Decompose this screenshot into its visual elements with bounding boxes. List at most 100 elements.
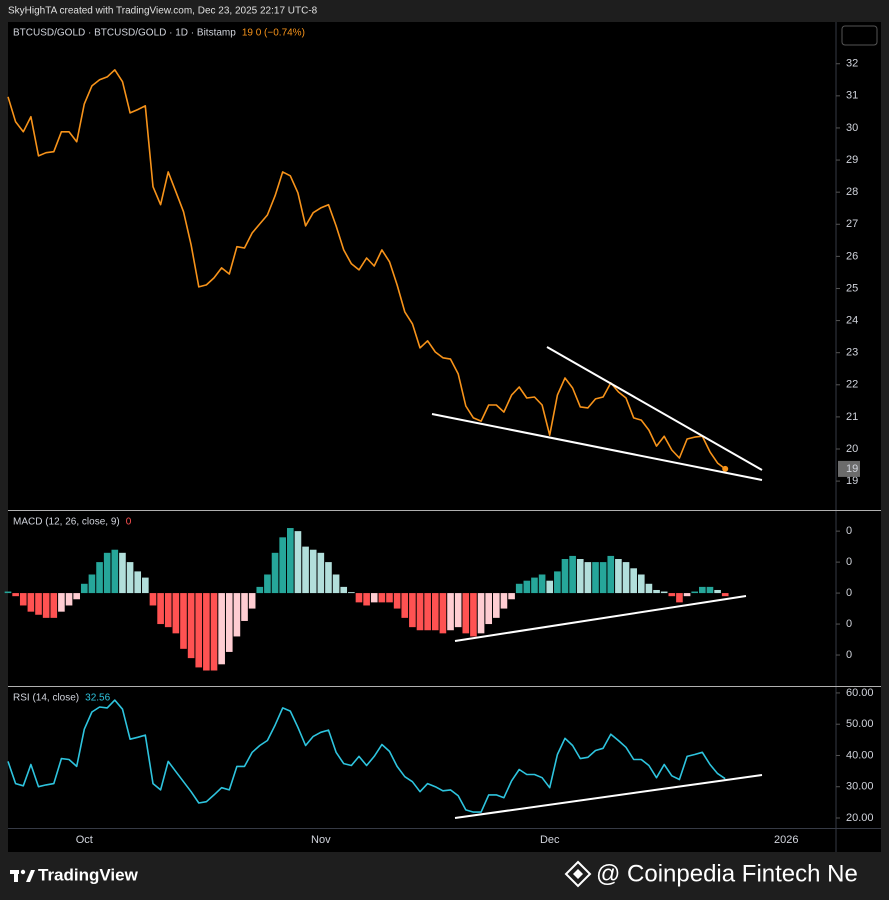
y-tick-label: 19 [846, 475, 858, 487]
icon-part [573, 869, 583, 879]
histogram-bar [691, 591, 699, 594]
histogram-bar [424, 593, 431, 631]
histogram-bar [576, 559, 584, 594]
histogram-bar [569, 555, 576, 594]
histogram-bar [210, 593, 218, 671]
histogram-bar [309, 549, 317, 594]
y-tick-label: 0 [846, 618, 852, 630]
histogram-bar [42, 593, 50, 618]
histogram-bar [668, 593, 676, 597]
histogram-bar [96, 562, 103, 594]
histogram-bar [19, 593, 27, 606]
histogram-bar [592, 562, 599, 594]
settings-box[interactable] [841, 25, 878, 46]
histogram-bar [355, 593, 363, 603]
histogram-bar [416, 593, 424, 631]
histogram-bar [615, 559, 622, 594]
histogram-bar [248, 593, 256, 609]
histogram-bar [12, 593, 19, 597]
histogram-bar [607, 555, 615, 594]
pane-title: MACD (12, 26, close, 9) [13, 517, 120, 528]
trendline [431, 413, 763, 481]
histogram-bar [630, 568, 637, 594]
y-tick-label: 20.00 [846, 812, 874, 824]
histogram-bar [325, 562, 332, 594]
last-point [722, 465, 729, 472]
histogram-bar [645, 583, 653, 594]
histogram-bar [65, 593, 73, 606]
series-line [7, 69, 726, 470]
series-line [7, 699, 726, 813]
tradingview-logo [10, 869, 35, 882]
icon-part [564, 860, 592, 888]
histogram-bar [340, 586, 348, 594]
histogram-bar [286, 528, 294, 594]
pane-value: 19 0 (−0.74%) [242, 28, 305, 39]
logo-part [14, 870, 18, 882]
histogram-bar [676, 593, 683, 603]
histogram-bar [157, 593, 164, 625]
y-tick-label: 25 [846, 282, 858, 294]
histogram-bar [142, 577, 149, 594]
histogram-bar [477, 593, 485, 634]
y-tick-label: 26 [846, 250, 858, 262]
brand: TradingView [38, 865, 139, 884]
histogram-bar [470, 593, 477, 637]
histogram-bar [515, 583, 523, 594]
histogram-bar [73, 593, 80, 600]
y-tick-label: 0 [846, 587, 852, 599]
histogram-bar [439, 593, 447, 634]
y-tick-label: 30 [846, 122, 858, 134]
y-tick-label: 22 [846, 379, 858, 391]
histogram-bar [393, 593, 401, 609]
histogram-bar [431, 593, 439, 631]
histogram-bar [233, 593, 241, 637]
histogram-bar [126, 562, 134, 594]
histogram-bar [50, 593, 58, 618]
trendline [454, 774, 763, 819]
histogram-bar [203, 593, 210, 671]
price-tag-label: 19 [846, 463, 858, 475]
histogram-bar [561, 559, 569, 594]
histogram-bar [111, 549, 119, 594]
x-tick-label: Nov [311, 834, 331, 846]
histogram-bar [27, 593, 35, 612]
trendline [546, 346, 763, 471]
histogram-bar [447, 593, 454, 631]
credit: SkyHighTA created with TradingView.com, … [8, 6, 318, 17]
histogram-bar [531, 577, 538, 594]
histogram-bar [721, 593, 729, 597]
histogram-bar [164, 593, 172, 628]
histogram-bar [714, 589, 721, 594]
histogram-bar [348, 592, 355, 594]
histogram-bar [584, 562, 592, 594]
histogram-bar [35, 593, 42, 615]
histogram-bar [103, 552, 111, 594]
histogram-bar [599, 562, 607, 594]
histogram-bar [134, 571, 142, 594]
y-tick-label: 31 [846, 90, 858, 102]
histogram-bar [409, 593, 416, 628]
y-tick-label: 60.00 [846, 687, 874, 699]
pane-title: RSI (14, close) [13, 693, 79, 704]
histogram-bar [554, 571, 561, 594]
histogram-bar [241, 593, 248, 621]
histogram-bar [538, 574, 546, 594]
plot: Oct Nov Dec 2026 19 20 21 22 23 24 25 26 27 28 29 30 31 3… [4, 28, 874, 846]
histogram-bar [88, 574, 96, 594]
pane-title: BTCUSD/GOLD · BTCUSD/GOLD · 1D · Bitstam… [13, 28, 236, 39]
histogram-bar [706, 586, 714, 594]
histogram-bar [80, 583, 88, 594]
trendline [454, 595, 747, 642]
histogram-bar [637, 574, 645, 594]
histogram-bar [264, 574, 271, 594]
price-tag [838, 460, 860, 477]
pane-value: 0 [126, 517, 132, 528]
histogram-bar [462, 593, 470, 634]
x-tick-label: Oct [76, 834, 93, 846]
x-tick-label: 2026 [774, 834, 798, 846]
y-tick-label: 0 [846, 556, 852, 568]
y-tick-label: 0 [846, 649, 852, 661]
histogram-bar [58, 593, 65, 612]
